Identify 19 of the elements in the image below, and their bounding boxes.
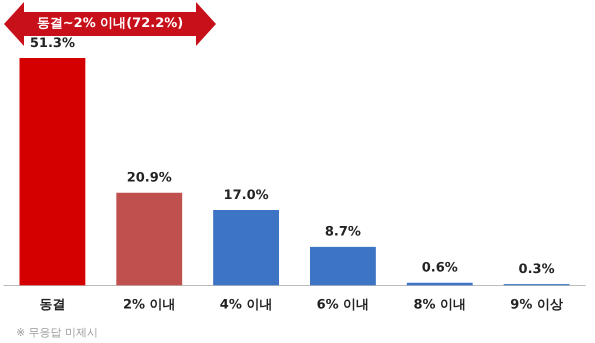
data-label: 0.3% (518, 262, 555, 277)
x-tick-label: 8% 이내 (413, 298, 466, 313)
bar (19, 58, 86, 286)
bar (116, 192, 182, 286)
text: 동결~2% 이내(72.2%) (36, 15, 184, 33)
bar (213, 210, 280, 286)
x-tick-label: 4% 이내 (220, 298, 272, 313)
data-label: 20.9% (126, 170, 172, 186)
x-tick-label: 2% 이내 (122, 298, 176, 313)
data-label: 17.0% (224, 188, 269, 203)
data-label: 8.7% (324, 224, 361, 240)
x-tick-label: 9% 이상 (510, 298, 563, 313)
bar (310, 246, 376, 286)
x-tick-label: 동결 (39, 298, 66, 313)
bar (406, 282, 473, 286)
data-label: 0.6% (422, 260, 458, 276)
text: ※ 무응답 미제시 (16, 325, 98, 340)
x-tick-label: 6% 이내 (316, 298, 370, 313)
data-label: 51.3% (30, 36, 75, 51)
